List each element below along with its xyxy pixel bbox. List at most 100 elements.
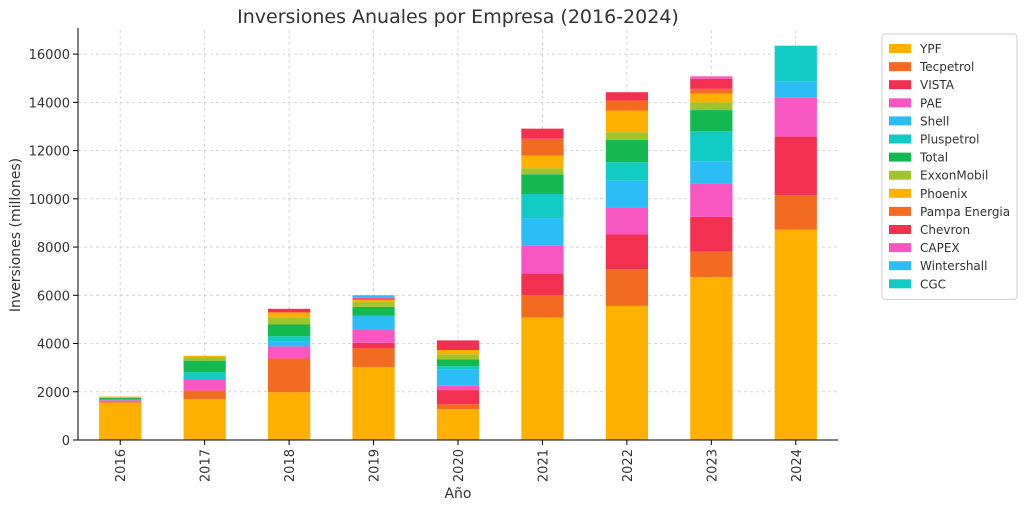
bar-segment xyxy=(690,76,733,79)
legend-label: Tecpetrol xyxy=(919,60,974,74)
bar-segment xyxy=(521,273,564,296)
bar-segment xyxy=(521,155,564,169)
x-tick-label: 2021 xyxy=(536,449,551,482)
bar-segment xyxy=(436,404,480,410)
bar-segment xyxy=(352,299,395,303)
y-tick-label: 10000 xyxy=(29,193,70,208)
x-tick-label: 2024 xyxy=(790,449,805,482)
bar-segment xyxy=(521,174,564,194)
bar-segment xyxy=(268,317,311,325)
bar-segment xyxy=(99,400,142,402)
bar-segment xyxy=(774,136,817,195)
legend-swatch xyxy=(889,188,911,198)
bar-segment xyxy=(352,342,395,349)
y-tick-label: 4000 xyxy=(37,338,70,353)
bar-segment xyxy=(521,194,564,219)
legend-swatch xyxy=(889,170,911,180)
x-tick-label: 2022 xyxy=(621,449,636,482)
bar-segment xyxy=(352,297,395,299)
bar-segment xyxy=(268,346,311,359)
bar-segment xyxy=(690,131,733,162)
bar-segment xyxy=(268,358,311,393)
legend-swatch xyxy=(889,134,911,144)
legend: YPF Tecpetrol VISTA PAE Shell Pluspetrol Total… xyxy=(881,33,1018,300)
y-axis-title: Inversiones (millones) xyxy=(8,158,24,312)
x-tick-label: 2018 xyxy=(283,449,298,482)
legend-swatch xyxy=(889,44,911,53)
bar-segment xyxy=(605,92,648,101)
legend-swatch xyxy=(889,98,911,108)
legend-swatch xyxy=(889,243,911,253)
x-tick-label: 2017 xyxy=(199,449,214,482)
legend-label: CAPEX xyxy=(920,241,960,255)
legend-label: Wintershall xyxy=(920,259,987,273)
legend-label: PAE xyxy=(920,96,942,110)
bar-segment xyxy=(352,367,395,440)
bar-segment xyxy=(521,128,564,139)
bar-segment xyxy=(436,385,480,391)
legend-swatch xyxy=(889,152,911,162)
y-tick-label: 0 xyxy=(62,434,70,449)
bar-segment xyxy=(183,390,226,399)
legend-label: VISTA xyxy=(920,78,955,92)
bar-segment xyxy=(690,110,733,132)
chart-title: Inversiones Anuales por Empresa (2016-20… xyxy=(237,6,679,28)
bar-segment xyxy=(605,180,648,208)
bar-segment xyxy=(352,306,395,316)
bar-segment xyxy=(352,302,395,307)
bar-segment xyxy=(690,88,733,94)
legend-swatch xyxy=(889,279,911,289)
legend-swatch xyxy=(889,225,911,234)
legend-swatch xyxy=(889,62,911,72)
x-axis-title: Año xyxy=(444,486,471,502)
bar-segment xyxy=(605,162,648,181)
bar-segment xyxy=(183,378,226,391)
bar-segment xyxy=(183,357,226,361)
legend-label: Total xyxy=(919,151,948,165)
bar-segment xyxy=(605,207,648,235)
bar-segment xyxy=(521,295,564,318)
y-tick-label: 14000 xyxy=(29,96,70,111)
bar-segment xyxy=(99,399,142,401)
bar-segment xyxy=(99,397,142,399)
bar-segment xyxy=(436,340,480,351)
bar-segment xyxy=(436,409,480,440)
bar-segment xyxy=(774,81,817,98)
bar-segment xyxy=(436,350,480,355)
y-tick-label: 16000 xyxy=(29,48,70,63)
bar-segment xyxy=(183,360,226,373)
bar-segment xyxy=(99,402,142,440)
bar-segment xyxy=(436,390,480,405)
bar-segment xyxy=(352,315,395,330)
bar-segment xyxy=(774,45,817,82)
legend-swatch xyxy=(889,80,911,90)
bar-segment xyxy=(436,369,480,386)
bar-segment xyxy=(183,372,226,379)
bar-segment xyxy=(774,97,817,137)
bar-segment xyxy=(436,354,480,360)
bar-segment xyxy=(605,234,648,270)
bar-segment xyxy=(268,341,311,347)
legend-swatch xyxy=(889,116,911,126)
bar-segment xyxy=(690,78,733,89)
bar-segment xyxy=(268,324,311,337)
bar-segment xyxy=(268,308,311,313)
bar-segment xyxy=(690,183,733,217)
bar-segment xyxy=(99,401,142,403)
legend-label: Pampa Energia xyxy=(920,205,1010,219)
x-tick-label: 2016 xyxy=(114,449,129,482)
bar-segment xyxy=(521,168,564,175)
bar-segment xyxy=(690,216,733,252)
y-tick-label: 12000 xyxy=(29,145,70,160)
x-tick-label: 2023 xyxy=(705,449,720,482)
legend-label: YPF xyxy=(919,42,942,56)
legend-label: ExxonMobil xyxy=(920,169,988,183)
bar-segment xyxy=(774,229,817,440)
bar-segment xyxy=(605,132,648,140)
bar-segment xyxy=(521,317,564,440)
x-tick-label: 2020 xyxy=(452,449,467,482)
bar-segment xyxy=(605,305,648,440)
legend-label: Chevron xyxy=(920,223,970,237)
